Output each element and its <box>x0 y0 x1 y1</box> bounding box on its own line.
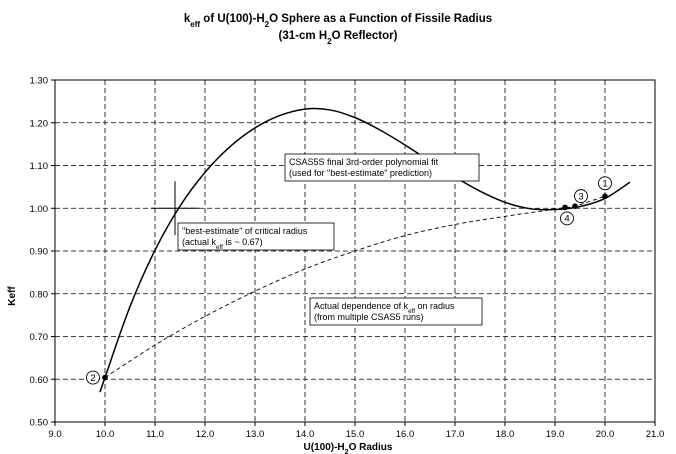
point-marker-circle-2 <box>86 370 100 385</box>
annotation-polynomial-fit-text: CSAS5S final 3rd-order polynomial fit <box>289 157 439 167</box>
x-tick-label: 20.0 <box>596 429 615 440</box>
y-tick-label: 1.20 <box>30 118 49 129</box>
point-marker-circle-1 <box>598 176 612 191</box>
point-label-3: 3 <box>578 191 583 202</box>
y-tick-label: 1.00 <box>30 204 49 215</box>
x-tick-label: 10.0 <box>96 429 115 440</box>
data-series <box>99 107 631 393</box>
y-tick-label: 1.10 <box>30 161 49 172</box>
annotation-best-estimate-box <box>177 222 335 251</box>
annotation-polynomial-fit: CSAS5S final 3rd-order polynomial fit(us… <box>284 153 480 182</box>
y-axis-ticks: 0.50 0.60 0.70 0.80 0.90 1.00 1.10 1.20 1.30 <box>30 76 55 429</box>
data-point-2 <box>102 374 108 381</box>
x-tick-label: 9.0 <box>48 429 61 440</box>
x-tick-label: 18.0 <box>496 429 515 440</box>
chart-title: keff of U(100)-H2O Sphere as a Function … <box>184 13 492 29</box>
data-point-4 <box>562 204 568 211</box>
y-tick-label: 1.30 <box>30 76 49 87</box>
annotations: CSAS5S final 3rd-order polynomial fit(us… <box>177 153 483 326</box>
x-tick-label: 19.0 <box>546 429 565 440</box>
best-estimate-crosshair <box>151 181 199 236</box>
x-tick-label: 11.0 <box>146 429 164 440</box>
point-marker-circle-3 <box>574 189 588 204</box>
series-polynomial-fit-line <box>99 107 631 393</box>
point-marker-circle-4 <box>560 211 574 226</box>
x-axis-label: U(100)-H2O Radius <box>304 442 393 454</box>
y-tick-label: 0.50 <box>30 418 49 429</box>
y-tick-label: 0.90 <box>30 247 49 258</box>
y-axis-label: Keff <box>7 286 18 306</box>
x-tick-label: 21.0 <box>646 429 665 440</box>
annotation-best-estimate-text: "best-estimate" of critical radius <box>182 226 308 236</box>
annotation-actual-dependence-text: Actual dependence of keff on radius <box>314 301 455 315</box>
y-tick-label: 0.60 <box>30 375 49 386</box>
annotation-best-estimate: "best-estimate" of critical radius(actua… <box>177 222 335 251</box>
x-tick-label: 12.0 <box>196 429 215 440</box>
x-tick-label: 17.0 <box>446 429 465 440</box>
x-tick-label: 13.0 <box>246 429 265 440</box>
point-label-1: 1 <box>602 179 607 190</box>
data-points: 1 2 3 4 <box>86 176 612 385</box>
annotation-actual-dependence-text: (from multiple CSAS5 runs) <box>314 312 424 322</box>
annotation-polynomial-fit-text: (used for "best-estimate" prediction) <box>289 168 432 178</box>
x-tick-label: 15.0 <box>346 429 365 440</box>
x-tick-label: 14.0 <box>296 429 315 440</box>
x-tick-label: 16.0 <box>396 429 415 440</box>
data-point-1 <box>602 193 608 200</box>
x-axis-ticks: 9.0 10.0 11.0 12.0 13.0 14.0 15.0 16.0 17.0 18.0 1… <box>48 422 664 440</box>
annotation-best-estimate-text: (actual keff is ~ 0.67) <box>182 237 263 251</box>
y-tick-label: 0.70 <box>30 332 49 343</box>
annotation-polynomial-fit-box <box>284 153 480 182</box>
annotation-actual-dependence: Actual dependence of keff on radius(from… <box>309 297 483 326</box>
chart-subtitle: (31-cm H2O Reflector) <box>279 30 398 46</box>
annotation-actual-dependence-box <box>309 297 483 326</box>
point-label-4: 4 <box>564 214 569 225</box>
y-tick-label: 0.80 <box>30 289 49 300</box>
data-point-3 <box>572 203 578 209</box>
point-label-2: 2 <box>90 373 95 384</box>
